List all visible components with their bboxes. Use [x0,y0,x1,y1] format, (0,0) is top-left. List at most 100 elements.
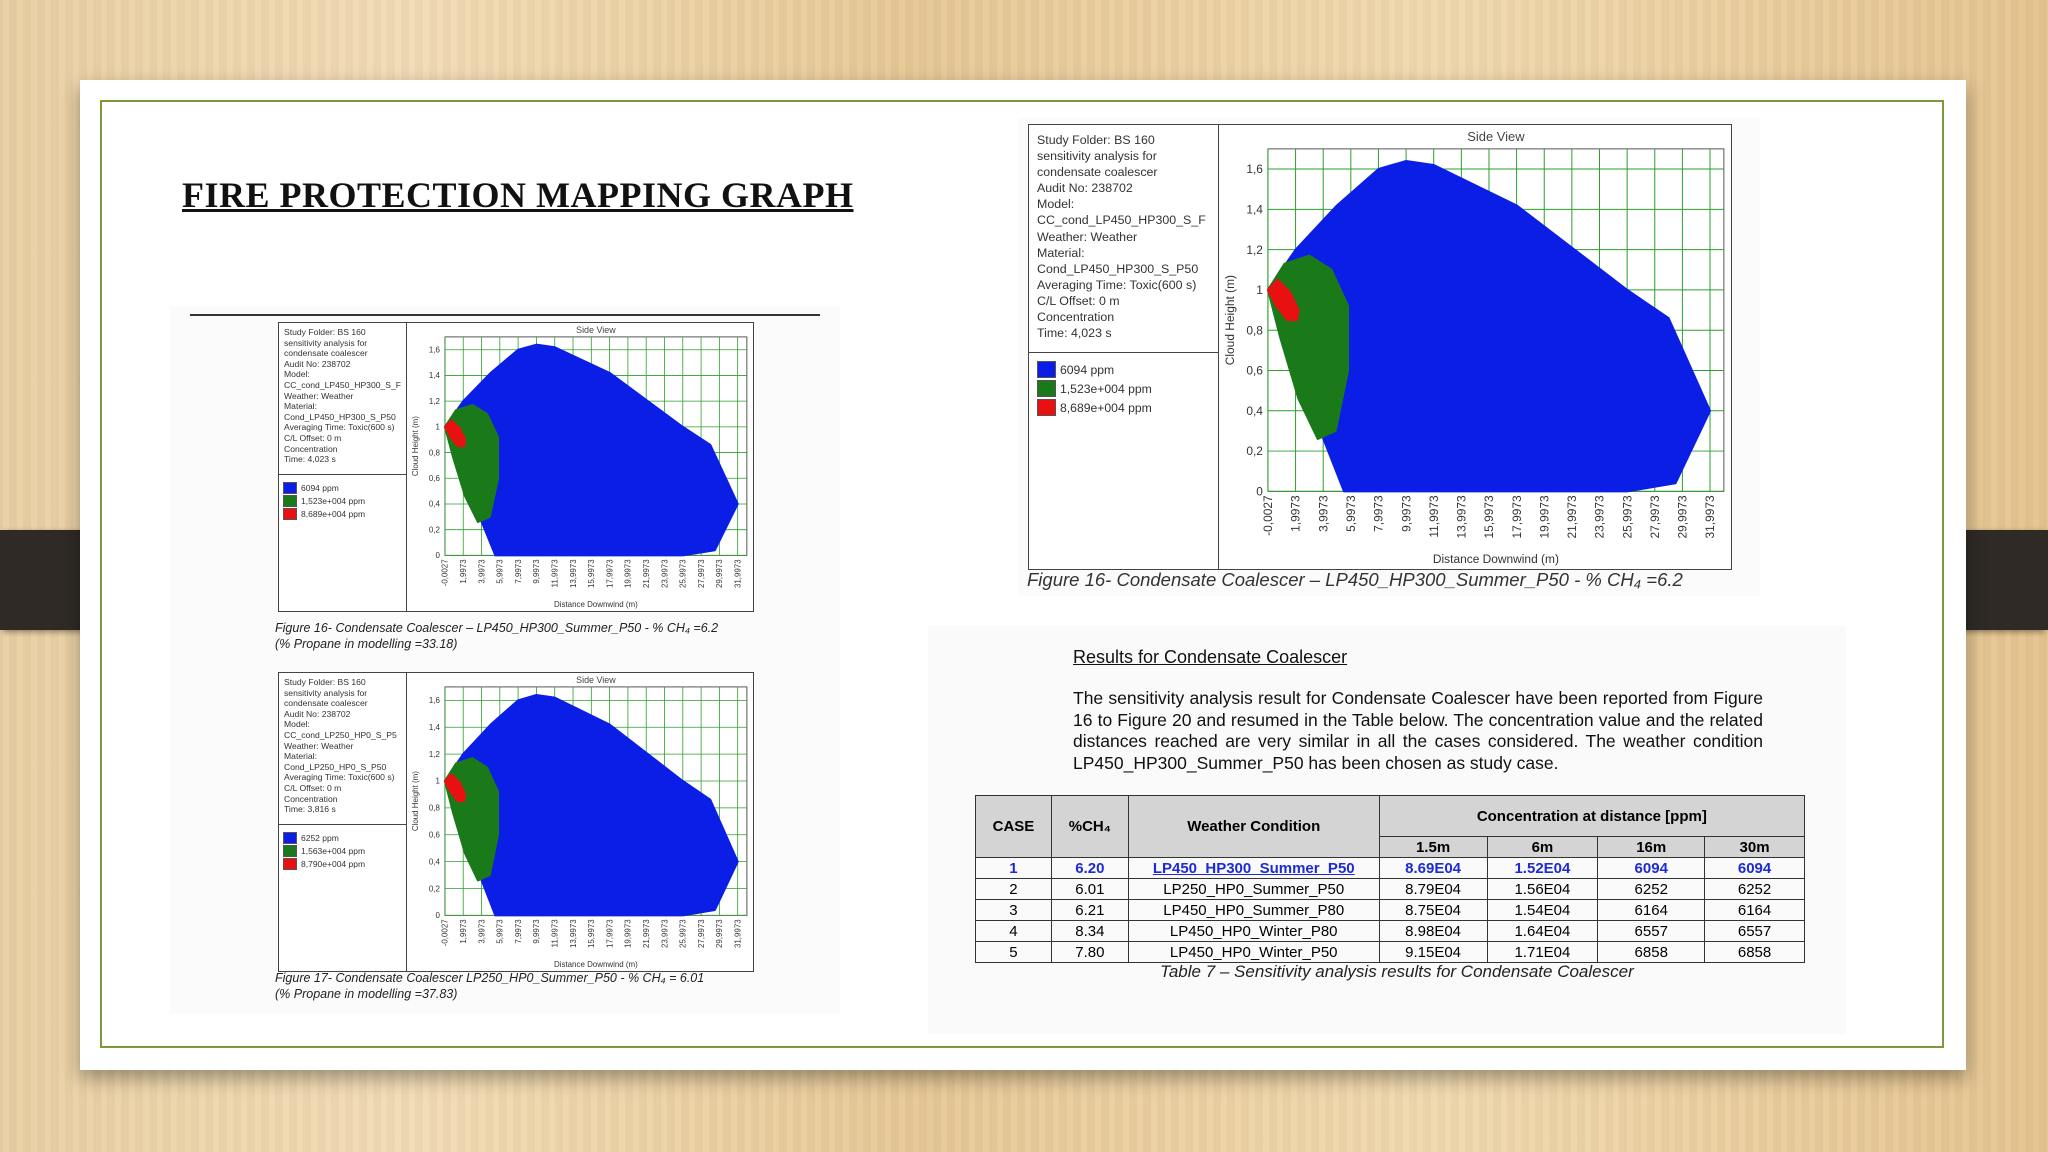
x-tick-label: 5,9973 [496,559,505,584]
legend-label: 1,523e+004 ppm [301,495,366,506]
cell-d4: 6164 [1704,899,1805,921]
cell-case: 5 [975,941,1052,963]
cell-d3: 6094 [1597,857,1706,879]
cell-ch4: 6.01 [1050,878,1129,900]
x-tick-label: -0,0027 [1261,495,1275,536]
x-tick-label: -0,0027 [441,919,450,947]
caption-line-2: (% Propane in modelling =33.18) [275,637,458,651]
y-tick-label: 1,2 [1246,243,1263,257]
results-paragraph: The sensitivity analysis result for Cond… [1073,688,1763,773]
legend-item: 1,523e+004 ppm [283,494,406,507]
legend-item: 6094 ppm [1037,360,1218,379]
cell-d4: 6252 [1704,878,1805,900]
x-tick-label: 23,9973 [660,559,669,588]
figure-16-small-chart: Study Folder: BS 160 sensitivity analysi… [278,322,754,612]
figure-16-small-caption: Figure 16- Condensate Coalescer – LP450_… [275,620,718,652]
caption-line-2: (% Propane in modelling =37.83) [275,987,458,1001]
side-view-plot: Side View -0,0027 1,9973 3,9973 5,9973 7,9973… [1223,129,1725,566]
legend-label: 8,689e+004 ppm [301,508,366,519]
x-tick-label: 15,9973 [587,919,596,948]
header-case: CASE [975,795,1052,858]
y-tick-label: 0,6 [1246,364,1263,378]
cell-case: 4 [975,920,1052,942]
x-tick-label: -0,0027 [441,559,450,587]
legend-swatch [1037,399,1056,416]
x-tick-label: 29,9973 [715,919,724,948]
x-axis-label: Distance Downwind (m) [1433,552,1559,566]
table-row: 5 7.80 LP450_HP0_Winter_P50 9.15E04 1.71… [975,941,1805,963]
table-row: 1 6.20 LP450_HP300_Summer_P50 8.69E04 1.… [975,857,1805,879]
y-tick-label: 1,6 [1246,162,1263,176]
table-row: 4 8.34 LP450_HP0_Winter_P80 8.98E04 1.64… [975,920,1805,942]
cell-ch4: 6.20 [1050,857,1129,879]
cell-d2: 1.52E04 [1486,857,1599,879]
x-tick-label: 1,9973 [459,919,468,944]
results-heading: Results for Condensate Coalescer [1073,647,1348,667]
y-tick-label: 1,4 [1246,203,1263,217]
x-tick-label: 17,9973 [605,559,614,588]
cell-d3: 6164 [1597,899,1706,921]
figure-16-large-caption: Figure 16- Condensate Coalescer – LP450_… [1027,569,1683,590]
x-tick-label: 19,9973 [1537,495,1551,539]
y-tick-label: 1,6 [429,696,441,705]
x-tick-label: 13,9973 [1455,495,1469,539]
plume-area [1266,159,1712,493]
x-tick-label: 5,9973 [1344,495,1358,532]
x-tick-label: 1,9973 [459,559,468,584]
header-ch4: %CH₄ [1050,795,1129,858]
figure-16-large-chart: Study Folder: BS 160 sensitivity analysi… [1028,124,1732,570]
legend-item: 6252 ppm [283,831,406,844]
slide-frame [100,100,1944,1048]
x-tick-label: 11,9973 [550,919,559,948]
legend-swatch [283,494,297,507]
caption-line-1: Figure 17- Condensate Coalescer LP250_HP… [275,971,705,985]
x-tick-label: 31,9973 [1703,495,1717,539]
x-tick-label: 25,9973 [679,559,688,588]
y-tick-label: 0,2 [1246,444,1263,458]
y-tick-label: 1 [436,777,441,786]
cell-ch4: 6.21 [1050,899,1129,921]
x-tick-label: 21,9973 [642,559,651,588]
figure-16-large-info: Study Folder: BS 160 sensitivity analysi… [1029,125,1218,353]
plot-title: Side View [1467,129,1525,144]
figure-17-small-caption: Figure 17- Condensate Coalescer LP250_HP… [275,970,704,1002]
legend-swatch [1037,380,1056,397]
x-tick-label: 3,9973 [477,919,486,944]
legend-label: 1,523e+004 ppm [1060,381,1152,396]
header-concentration: Concentration at distance [ppm] [1378,795,1806,837]
legend-swatch [283,507,297,520]
legend-label: 8,790e+004 ppm [301,858,366,869]
x-tick-label: 27,9973 [697,559,706,588]
y-tick-label: 1,4 [429,371,441,380]
x-tick-label: 25,9973 [1620,495,1634,539]
x-tick-label: 5,9973 [496,919,505,944]
y-tick-label: 0 [1256,485,1263,499]
y-tick-label: 1 [1256,283,1263,297]
x-tick-label: 15,9973 [587,559,596,588]
y-tick-label: 0,8 [429,448,441,457]
header-distance: 6m [1486,836,1599,858]
y-axis-label: Cloud Height (m) [411,416,420,476]
legend-item: 1,523e+004 ppm [1037,379,1218,398]
x-tick-label: 19,9973 [624,919,633,948]
y-tick-label: 0,2 [429,525,441,534]
plume-area [443,773,467,803]
legend-item: 8,790e+004 ppm [283,857,406,870]
x-tick-label: 11,9973 [550,559,559,588]
legend-label: 8,689e+004 ppm [1060,400,1152,415]
y-tick-label: 0,6 [429,831,441,840]
cell-case: 2 [975,878,1052,900]
table-row: 2 6.01 LP250_HP0_Summer_P50 8.79E04 1.56… [975,878,1805,900]
x-axis-label: Distance Downwind (m) [554,960,638,969]
legend-swatch [283,481,297,494]
x-tick-label: 29,9973 [715,559,724,588]
figure-17-small-chart: Study Folder: BS 160 sensitivity analysi… [278,672,754,972]
y-tick-label: 1,2 [429,397,441,406]
cell-d4: 6858 [1704,941,1805,963]
x-tick-label: 9,9973 [1399,495,1413,532]
caption-line-1: Figure 16- Condensate Coalescer – LP450_… [275,621,719,635]
cell-d1: 8.69E04 [1378,857,1488,879]
cell-weather: LP450_HP300_Summer_P50 [1127,857,1380,879]
cell-weather: LP450_HP0_Summer_P80 [1127,899,1380,921]
table-row: 3 6.21 LP450_HP0_Summer_P80 8.75E04 1.54… [975,899,1805,921]
